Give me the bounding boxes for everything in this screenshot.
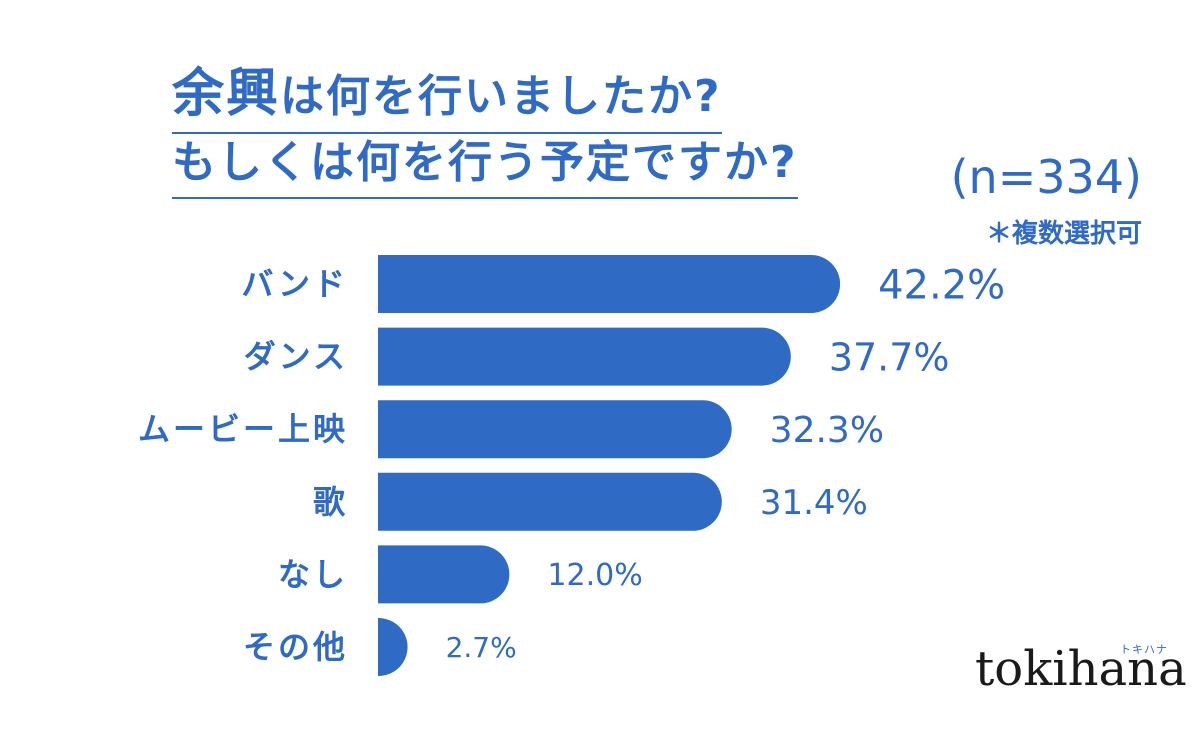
- value-label: 32.3%: [770, 410, 884, 451]
- chart-title-line-1: 余興は何を行いましたか?: [172, 68, 722, 134]
- multiple-choice-note: ＊複数選択可: [985, 219, 1142, 249]
- value-label: 2.7%: [446, 631, 517, 664]
- category-label: なし: [278, 555, 348, 593]
- tokihana-logo: tokihana: [975, 641, 1187, 697]
- sample-size: (n=334): [950, 150, 1142, 204]
- bar-4: [378, 472, 722, 531]
- value-label: 37.7%: [829, 335, 950, 379]
- bar-5: [378, 545, 510, 604]
- chart-title-emphasis: 余興: [172, 64, 281, 124]
- bar-6: [378, 618, 408, 676]
- value-label: 31.4%: [760, 483, 868, 523]
- chart-title-rest: は何を行いましたか?: [280, 71, 722, 122]
- bar-2: [378, 327, 791, 386]
- category-label: 歌: [313, 483, 348, 521]
- category-label: ムービー上映: [138, 410, 348, 448]
- bar-1: [378, 255, 841, 313]
- tokihana-logo-kana: トキハナ: [1120, 643, 1168, 656]
- value-label: 12.0%: [547, 558, 642, 593]
- value-label: 42.2%: [878, 262, 1005, 308]
- chart-title-line-2: もしくは何を行う予定ですか?: [172, 141, 798, 199]
- bar-3: [378, 400, 732, 459]
- category-label: その他: [243, 628, 348, 666]
- category-label: バンド: [241, 265, 348, 303]
- category-label: ダンス: [244, 338, 348, 376]
